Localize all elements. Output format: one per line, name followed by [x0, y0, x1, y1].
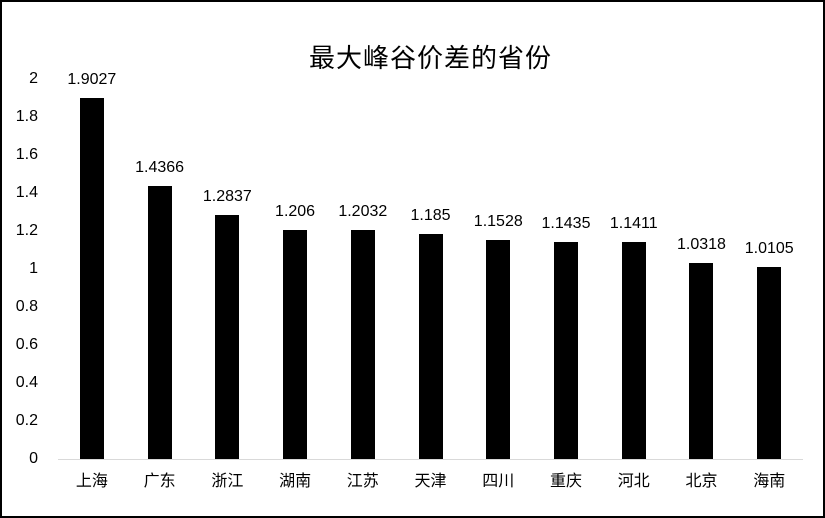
bar-value-label: 1.0318 — [677, 235, 726, 253]
x-tick-label: 湖南 — [279, 473, 312, 490]
x-tick-label: 河北 — [617, 473, 650, 490]
bar — [147, 186, 172, 459]
x-tick-label: 四川 — [482, 473, 515, 490]
bar — [418, 233, 443, 459]
bar — [554, 241, 578, 459]
y-tick-label: 1 — [29, 260, 38, 277]
bar-slot: 1.9027 — [58, 71, 126, 459]
x-tick-label: 天津 — [414, 473, 447, 490]
bar-value-label: 1.4366 — [135, 159, 185, 177]
y-axis: 0 0.2 0.4 0.6 0.8 1 1.2 1.4 1.6 1.8 2 — [2, 2, 40, 516]
bar-value-label: 1.1435 — [541, 214, 591, 232]
bar — [283, 229, 308, 459]
x-axis: 上海 广东 浙江 湖南 江苏 天津 四川 重庆 河北 北京 海南 — [58, 472, 803, 491]
bar-slot: 1.1411 — [600, 79, 668, 459]
plot-area: 1.9027 1.4366 1.2837 1.206 1.2032 1.185 1.1528… — [58, 71, 803, 460]
bar — [486, 239, 511, 459]
bar-value-label: 1.2837 — [202, 188, 252, 206]
y-tick-label: 0.2 — [15, 412, 38, 429]
bar-value-label: 1.1528 — [473, 212, 523, 230]
bar-value-label: 1.0105 — [744, 240, 794, 258]
bar — [689, 262, 714, 459]
x-tick-label: 江苏 — [346, 473, 379, 490]
bar-slot: 1.206 — [261, 79, 329, 459]
bar-value-label: 1.9027 — [67, 70, 117, 88]
bar-slot: 1.1528 — [464, 79, 532, 459]
y-tick-label: 2 — [29, 70, 38, 87]
y-tick-label: 1.8 — [15, 108, 38, 125]
y-tick-label: 0.8 — [15, 298, 38, 315]
bar — [215, 215, 240, 459]
bar-slot: 1.185 — [397, 79, 465, 459]
bar-slot: 1.0105 — [735, 79, 803, 459]
bar-slot: 1.2837 — [193, 79, 261, 459]
x-tick-label: 海南 — [753, 473, 786, 490]
x-tick-label: 北京 — [685, 473, 718, 490]
bar — [757, 267, 782, 459]
bar — [350, 230, 375, 459]
bar-slot: 1.0318 — [668, 79, 736, 459]
y-tick-label: 1.2 — [15, 222, 38, 239]
bar-slot: 1.1435 — [532, 79, 600, 459]
y-tick-label: 1.4 — [15, 184, 38, 201]
bar-value-label: 1.1411 — [609, 215, 658, 233]
bar-value-label: 1.185 — [410, 206, 451, 224]
chart-title: 最大峰谷价差的省份 — [308, 43, 552, 73]
x-tick-label: 广东 — [143, 473, 176, 490]
y-tick-label: 0.4 — [15, 374, 38, 391]
x-tick-label: 上海 — [75, 473, 108, 490]
y-tick-label: 0 — [29, 450, 38, 467]
bar-slot: 1.2032 — [329, 79, 397, 459]
bar-value-label: 1.206 — [275, 202, 316, 220]
bar-slot: 1.4366 — [126, 79, 194, 459]
x-tick-label: 浙江 — [211, 473, 244, 490]
x-tick-label: 重庆 — [550, 473, 583, 490]
bar — [79, 97, 104, 459]
y-tick-label: 1.6 — [15, 146, 38, 163]
y-tick-label: 0.6 — [15, 336, 38, 353]
bar — [621, 242, 646, 459]
bar-value-label: 1.2032 — [338, 203, 388, 221]
